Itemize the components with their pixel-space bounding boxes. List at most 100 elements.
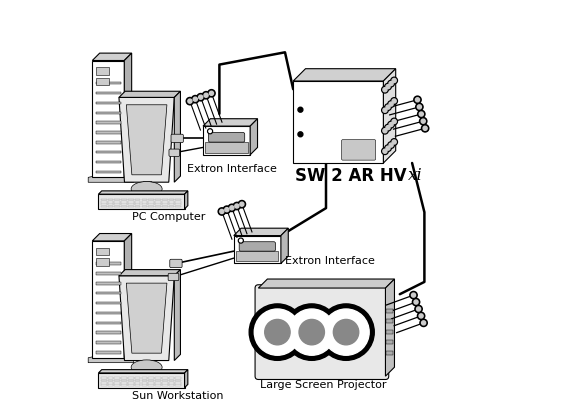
- Circle shape: [193, 98, 197, 102]
- Bar: [135, 201, 140, 203]
- Circle shape: [239, 240, 242, 242]
- Circle shape: [417, 106, 421, 110]
- Bar: [141, 206, 147, 208]
- Bar: [386, 330, 393, 334]
- FancyBboxPatch shape: [341, 140, 376, 161]
- Circle shape: [383, 109, 387, 113]
- Circle shape: [391, 99, 397, 105]
- Bar: [176, 199, 181, 201]
- Circle shape: [298, 133, 303, 137]
- Bar: [96, 302, 121, 305]
- Bar: [169, 382, 174, 384]
- Bar: [96, 79, 109, 86]
- Circle shape: [412, 293, 416, 297]
- Polygon shape: [124, 234, 132, 358]
- Bar: [135, 199, 140, 201]
- Circle shape: [415, 306, 422, 313]
- Polygon shape: [127, 106, 167, 175]
- Bar: [234, 236, 281, 264]
- Circle shape: [382, 108, 388, 114]
- Bar: [169, 206, 174, 208]
- Bar: [135, 206, 140, 208]
- Bar: [96, 132, 121, 135]
- Bar: [101, 199, 107, 201]
- Circle shape: [386, 106, 390, 110]
- Circle shape: [249, 304, 306, 360]
- Text: Sun Workstation: Sun Workstation: [132, 390, 224, 400]
- Bar: [141, 384, 147, 386]
- FancyBboxPatch shape: [171, 135, 184, 143]
- Circle shape: [388, 122, 394, 128]
- Circle shape: [197, 94, 205, 102]
- Bar: [236, 252, 278, 262]
- Circle shape: [416, 104, 423, 111]
- Bar: [155, 384, 161, 386]
- Bar: [96, 248, 109, 256]
- Bar: [135, 382, 140, 384]
- Bar: [135, 204, 140, 205]
- Bar: [155, 201, 161, 203]
- Bar: [115, 384, 120, 386]
- Bar: [101, 206, 107, 208]
- Bar: [101, 380, 107, 382]
- Circle shape: [218, 208, 226, 216]
- Bar: [121, 204, 127, 205]
- Bar: [96, 312, 121, 315]
- Circle shape: [209, 92, 214, 96]
- Polygon shape: [99, 370, 188, 373]
- Circle shape: [389, 82, 393, 86]
- Bar: [128, 380, 134, 382]
- Polygon shape: [127, 283, 167, 353]
- Bar: [108, 380, 113, 382]
- Circle shape: [391, 139, 397, 146]
- Bar: [96, 292, 121, 294]
- Bar: [101, 378, 107, 379]
- Polygon shape: [185, 370, 188, 388]
- Bar: [128, 201, 134, 203]
- Bar: [141, 204, 147, 205]
- Circle shape: [299, 320, 324, 345]
- Circle shape: [421, 120, 425, 124]
- Polygon shape: [88, 348, 134, 363]
- Bar: [101, 384, 107, 386]
- Circle shape: [198, 96, 203, 100]
- Circle shape: [417, 307, 421, 311]
- Circle shape: [238, 201, 246, 208]
- Circle shape: [223, 207, 230, 214]
- Bar: [386, 341, 393, 345]
- Circle shape: [420, 118, 427, 126]
- Ellipse shape: [131, 360, 162, 375]
- Circle shape: [389, 103, 393, 107]
- Bar: [141, 201, 147, 203]
- Bar: [162, 382, 168, 384]
- Text: SW 2 AR HV: SW 2 AR HV: [295, 167, 407, 185]
- Bar: [96, 152, 121, 154]
- Circle shape: [414, 97, 421, 104]
- Bar: [96, 263, 121, 265]
- Bar: [108, 382, 113, 384]
- Bar: [108, 204, 113, 205]
- Bar: [115, 206, 120, 208]
- Bar: [169, 204, 174, 205]
- Circle shape: [233, 203, 241, 210]
- Polygon shape: [203, 119, 258, 127]
- Circle shape: [382, 148, 388, 155]
- Circle shape: [416, 99, 420, 103]
- Circle shape: [220, 210, 224, 214]
- Bar: [162, 199, 168, 201]
- Bar: [155, 380, 161, 382]
- Text: Large Screen Projector: Large Screen Projector: [260, 380, 387, 389]
- Circle shape: [204, 94, 208, 98]
- Bar: [176, 382, 181, 384]
- Circle shape: [254, 309, 300, 355]
- Bar: [169, 201, 174, 203]
- Circle shape: [386, 147, 390, 151]
- Circle shape: [238, 238, 243, 243]
- Polygon shape: [92, 54, 132, 61]
- Bar: [115, 199, 120, 201]
- Circle shape: [385, 146, 391, 152]
- Circle shape: [235, 204, 239, 209]
- Bar: [96, 142, 121, 144]
- Bar: [99, 195, 185, 209]
- FancyBboxPatch shape: [169, 150, 180, 157]
